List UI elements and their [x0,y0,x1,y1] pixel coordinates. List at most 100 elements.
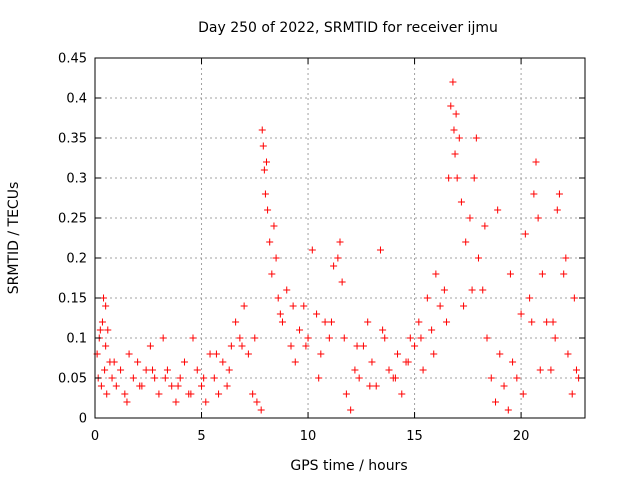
data-point [110,358,118,366]
data-point [283,286,291,294]
data-point [274,294,282,302]
data-point [355,374,363,382]
data-point [187,390,195,398]
data-point [391,374,399,382]
data-point [257,406,265,414]
data-point [302,342,310,350]
data-point [521,230,529,238]
x-tick-label: 15 [406,429,423,444]
data-point [146,342,154,350]
y-tick-label: 0.4 [66,92,87,107]
data-point [103,390,111,398]
data-point [481,222,489,230]
y-tick-label: 0.35 [58,132,87,147]
data-point [98,318,106,326]
data-point [451,150,459,158]
data-point [519,390,527,398]
data-point [101,366,109,374]
data-point [321,318,329,326]
data-point [108,374,116,382]
data-point [494,206,502,214]
data-point [200,374,208,382]
data-point [551,334,559,342]
data-point [238,342,246,350]
data-point [470,174,478,182]
data-point [315,374,323,382]
data-point [372,382,380,390]
data-point [492,398,500,406]
data-point [325,334,333,342]
data-point [176,374,184,382]
data-point [104,326,112,334]
data-point [479,286,487,294]
y-axis-label: SRMTID / TECUs [6,182,22,295]
data-point [385,366,393,374]
data-point [225,366,233,374]
data-point [517,310,525,318]
data-point [189,334,197,342]
data-point [206,350,214,358]
data-point [330,262,338,270]
data-point [308,246,316,254]
y-tick-label: 0.25 [58,212,87,227]
data-point [100,294,108,302]
data-point [472,134,480,142]
data-point [212,350,220,358]
data-point [487,374,495,382]
data-point [379,326,387,334]
data-point [117,366,125,374]
y-tick-label: 0.3 [66,172,87,187]
data-point [526,294,534,302]
data-point [125,350,133,358]
data-points [93,78,583,414]
data-point [334,254,342,262]
data-point [163,366,171,374]
data-point [450,126,458,134]
data-point [244,350,252,358]
data-point [304,334,312,342]
data-point [240,302,248,310]
data-point [296,326,304,334]
data-point [506,270,514,278]
data-point [219,358,227,366]
data-point [289,302,297,310]
data-point [466,214,474,222]
y-tick-label: 0 [79,412,87,427]
x-tick-label: 20 [513,429,530,444]
data-point [411,342,419,350]
data-point [149,366,157,374]
data-point [258,126,266,134]
data-point [443,318,451,326]
data-point [447,102,455,110]
data-point [168,382,176,390]
data-point [398,390,406,398]
data-point [560,270,568,278]
data-point [474,254,482,262]
data-point [253,398,261,406]
data-point [327,318,335,326]
data-point [568,390,576,398]
data-point [462,238,470,246]
data-point [102,342,110,350]
data-point [342,390,350,398]
data-point [483,334,491,342]
data-point [543,318,551,326]
data-point [496,350,504,358]
data-point [351,366,359,374]
data-point [347,406,355,414]
data-point [263,158,270,166]
data-point [449,78,457,86]
data-point [553,206,561,214]
data-point [121,390,129,398]
x-tick-label: 5 [197,429,205,444]
data-point [549,318,557,326]
data-point [251,334,259,342]
data-point [215,390,223,398]
data-point [123,398,131,406]
data-point [419,366,427,374]
data-point [536,366,544,374]
data-point [532,158,540,166]
data-point [266,238,274,246]
data-point [151,374,159,382]
